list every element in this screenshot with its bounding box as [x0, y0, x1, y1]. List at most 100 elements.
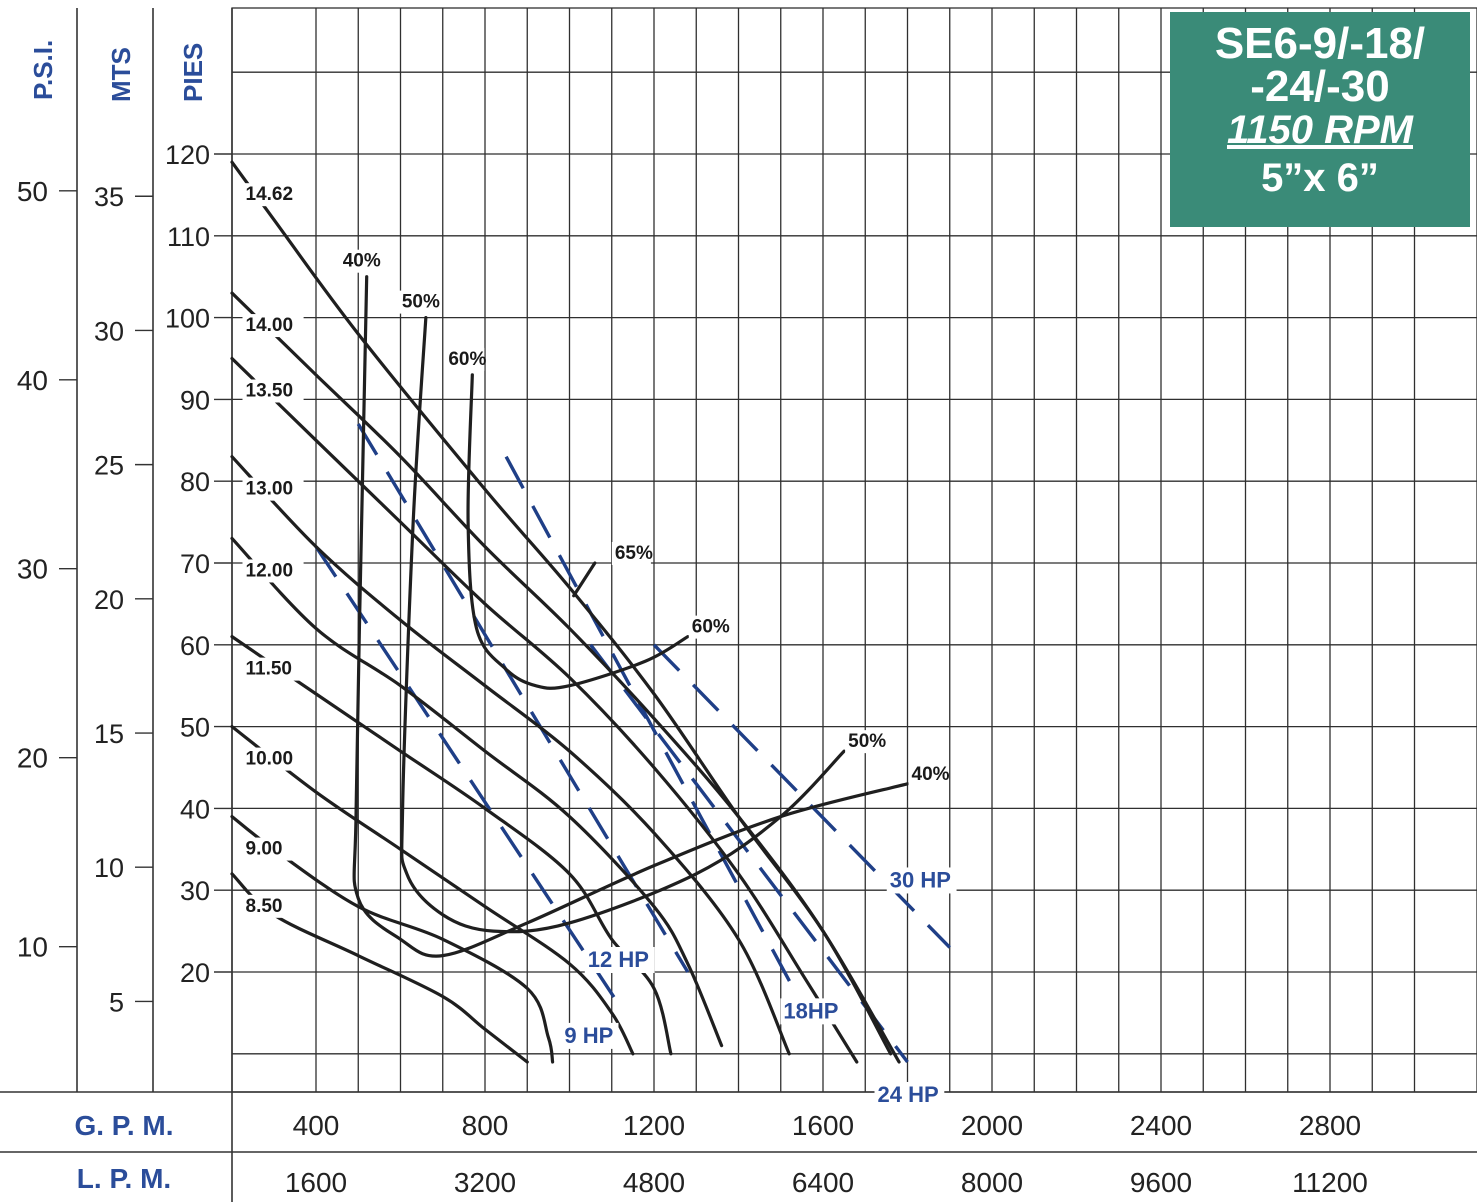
axis-ticks: 10 20 30 40 50 5 10 15 20 25 30 35 20 30 40 50 60 70 80 90 1… — [17, 140, 1368, 1198]
curve-labels: 9 HP 12 HP 18HP 24 HP 30 HP 14.62 14.00 13.50 13… — [242, 183, 957, 1108]
impeller-label-bg — [242, 183, 304, 207]
efficiency-curve — [352, 275, 910, 958]
y-tick-label: 20 — [17, 743, 48, 774]
power-line-label: 9 HP — [564, 1023, 613, 1048]
y-tick-label: 20 — [180, 958, 210, 988]
y-tick-label: 90 — [180, 385, 210, 415]
lpm-tick-label: 8000 — [961, 1167, 1023, 1198]
y-tick-label: 100 — [165, 304, 210, 334]
impeller-curve — [230, 291, 893, 1056]
lpm-tick-label: 4800 — [623, 1167, 685, 1198]
impeller-label-bg — [242, 657, 304, 681]
power-line-label: 30 HP — [890, 867, 951, 892]
power-line — [652, 643, 951, 949]
impeller-label: 14.00 — [246, 315, 294, 336]
lpm-tick-label: 1600 — [285, 1167, 347, 1198]
impeller-curve — [230, 455, 791, 1056]
power-line — [504, 455, 795, 990]
y-tick-label: 50 — [180, 713, 210, 743]
impeller-label: 11.50 — [246, 659, 293, 680]
impeller-curve — [230, 536, 724, 1048]
y-tick-label: 30 — [94, 316, 124, 346]
y-tick-label: 30 — [180, 876, 210, 906]
efficiency-label-bg — [688, 615, 728, 639]
y-tick-label: 10 — [94, 853, 124, 883]
impeller-label-bg — [242, 747, 304, 771]
efficiency-curve — [466, 373, 690, 690]
power-line — [314, 545, 626, 1014]
impeller-label-bg — [242, 894, 293, 918]
impeller-label: 12.00 — [246, 560, 294, 581]
y-tick-label: 110 — [167, 222, 210, 252]
impeller-label-bg — [242, 314, 304, 338]
gpm-axis-title: G. P. M. — [74, 1110, 173, 1141]
y-tick-label: 5 — [109, 987, 124, 1017]
efficiency-label: 40% — [343, 251, 381, 272]
lpm-tick-label: 11200 — [1292, 1167, 1368, 1198]
power-line-label-bg — [584, 947, 655, 973]
impeller-curve — [230, 725, 635, 1056]
efficiency-label: 60% — [692, 617, 730, 638]
lpm-tick-label: 3200 — [454, 1167, 516, 1198]
power-line-label-bg — [874, 1081, 945, 1108]
psi-axis-title: P.S.I. — [28, 40, 58, 100]
power-line — [589, 643, 909, 1064]
lpm-tick-label: 9600 — [1130, 1167, 1192, 1198]
gpm-tick-label: 2000 — [961, 1110, 1023, 1141]
y-tick-label: 50 — [17, 176, 48, 207]
y-tick-label: 35 — [94, 182, 124, 212]
power-line-label: 12 HP — [588, 947, 649, 972]
efficiency-label-bg — [908, 762, 948, 786]
efficiency-curves — [352, 275, 910, 958]
impeller-label-bg — [242, 379, 304, 403]
gpm-tick-label: 1600 — [792, 1110, 854, 1141]
y-tick-label: 15 — [94, 719, 124, 749]
y-tick-label: 40 — [17, 365, 48, 396]
gpm-tick-label: 400 — [293, 1110, 340, 1141]
impeller-label: 8.50 — [246, 896, 283, 917]
y-tick-label: 40 — [180, 794, 210, 824]
efficiency-label: 40% — [912, 764, 950, 785]
efficiency-curve — [572, 561, 597, 598]
model-size: 5”x 6” — [1261, 156, 1379, 200]
y-tick-label: 60 — [180, 631, 210, 661]
power-line-label: 24 HP — [878, 1082, 939, 1107]
lpm-tick-label: 6400 — [792, 1167, 854, 1198]
impeller-label-bg — [242, 837, 293, 861]
y-tick-label: 20 — [94, 585, 124, 615]
efficiency-label-bg — [845, 730, 885, 754]
impeller-label: 14.62 — [246, 184, 294, 205]
impeller-label-bg — [242, 559, 304, 583]
gpm-tick-label: 800 — [462, 1110, 509, 1141]
efficiency-curve — [400, 316, 846, 934]
impeller-curves — [230, 160, 901, 1064]
impeller-curve — [230, 356, 859, 1064]
model-line-1: SE6-9/-18/ — [1214, 19, 1426, 68]
axis-frame — [0, 8, 1477, 1202]
impeller-label: 10.00 — [246, 749, 294, 770]
y-tick-label: 30 — [17, 554, 48, 585]
impeller-label: 13.50 — [246, 381, 294, 402]
model-line-2: -24/-30 — [1250, 62, 1390, 111]
power-line-label: 18HP — [783, 998, 838, 1023]
y-tick-label: 10 — [17, 932, 48, 963]
efficiency-label: 65% — [615, 543, 653, 564]
gpm-tick-label: 1200 — [623, 1110, 685, 1141]
impeller-curve — [230, 160, 901, 1064]
lpm-axis-title: L. P. M. — [77, 1163, 171, 1194]
power-line-label-bg — [886, 867, 957, 894]
efficiency-label-bg — [611, 542, 651, 565]
pies-axis-title: PIES — [178, 43, 208, 102]
y-tick-label: 80 — [180, 467, 210, 497]
efficiency-label: 50% — [848, 731, 886, 752]
power-line-label-bg — [561, 1022, 619, 1049]
impeller-label: 13.00 — [246, 479, 294, 500]
power-line-label-bg — [780, 998, 838, 1025]
impeller-label: 9.00 — [246, 839, 283, 860]
efficiency-label-bg — [398, 290, 438, 314]
gpm-tick-label: 2800 — [1299, 1110, 1361, 1141]
efficiency-label-bg — [445, 347, 485, 371]
efficiency-label: 50% — [402, 292, 440, 313]
model-title-box: SE6-9/-18/ -24/-30 1150 RPM 5”x 6” — [1170, 12, 1470, 227]
